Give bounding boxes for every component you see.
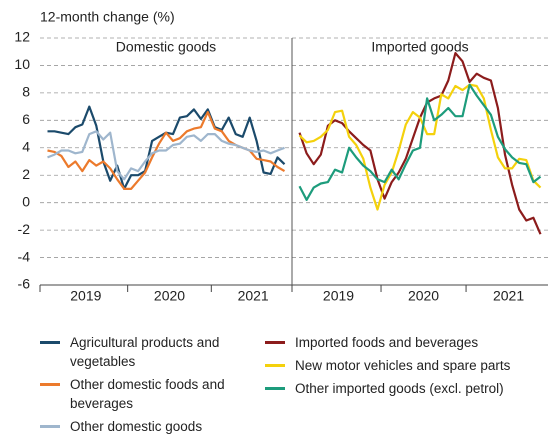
y-tick-label: 10 xyxy=(14,56,30,72)
x-tick-label: 2020 xyxy=(408,288,439,304)
legend-label: Other domestic foods and beverages xyxy=(70,377,225,411)
legend-swatch xyxy=(265,364,285,367)
series-line xyxy=(298,83,542,211)
legend-entry: Agricultural products and vegetables xyxy=(40,333,250,371)
x-tick-label: 2019 xyxy=(323,288,354,304)
legend: Imported foods and beverages New motor ve… xyxy=(265,333,545,398)
series-line xyxy=(47,130,285,181)
panel-title: Domestic goods xyxy=(116,39,216,55)
legend-entry: Other domestic goods xyxy=(40,417,250,436)
legend-entry: Other domestic foods and beverages xyxy=(40,375,250,413)
legend-label: Other imported goods (excl. petrol) xyxy=(295,381,504,396)
panel-title: Imported goods xyxy=(371,39,468,55)
legend-swatch xyxy=(265,341,285,344)
y-tick-label: -2 xyxy=(18,221,31,237)
y-tick-label: 12 xyxy=(14,29,30,45)
legend-label: New motor vehicles and spare parts xyxy=(295,358,511,373)
y-axis-title: 12-month change (%) xyxy=(40,9,175,25)
x-tick-label: 2019 xyxy=(70,288,101,304)
chart: 12-month change (%) -6 -4 -2 0 2 4 6 8 10 12 Domes… xyxy=(14,9,548,304)
y-tick-label: -4 xyxy=(18,248,31,264)
legend-label: Imported foods and beverages xyxy=(295,335,479,350)
legend-swatch xyxy=(40,341,60,344)
legend-swatch xyxy=(40,425,60,428)
legend-entry: Imported foods and beverages xyxy=(265,333,545,352)
legend-swatch xyxy=(265,387,285,390)
x-tick-label: 2021 xyxy=(493,288,524,304)
y-tick-label: 8 xyxy=(22,84,30,100)
series-line xyxy=(298,83,542,201)
legend-entry: Other imported goods (excl. petrol) xyxy=(265,379,545,398)
x-tick-label: 2021 xyxy=(238,288,269,304)
legend-label: Other domestic goods xyxy=(70,419,203,434)
y-tick-label: 6 xyxy=(22,111,30,127)
legend-label: Agricultural products and vegetables xyxy=(70,335,220,369)
legend: Agricultural products and vegetables Othe… xyxy=(40,333,250,436)
y-tick-label: 2 xyxy=(22,166,30,182)
y-tick-label: -6 xyxy=(18,276,31,292)
legend-entry: New motor vehicles and spare parts xyxy=(265,356,545,375)
legend-swatch xyxy=(40,383,60,386)
x-tick-label: 2020 xyxy=(154,288,185,304)
y-tick-label: 0 xyxy=(22,193,30,209)
y-tick-label: 4 xyxy=(22,138,30,154)
